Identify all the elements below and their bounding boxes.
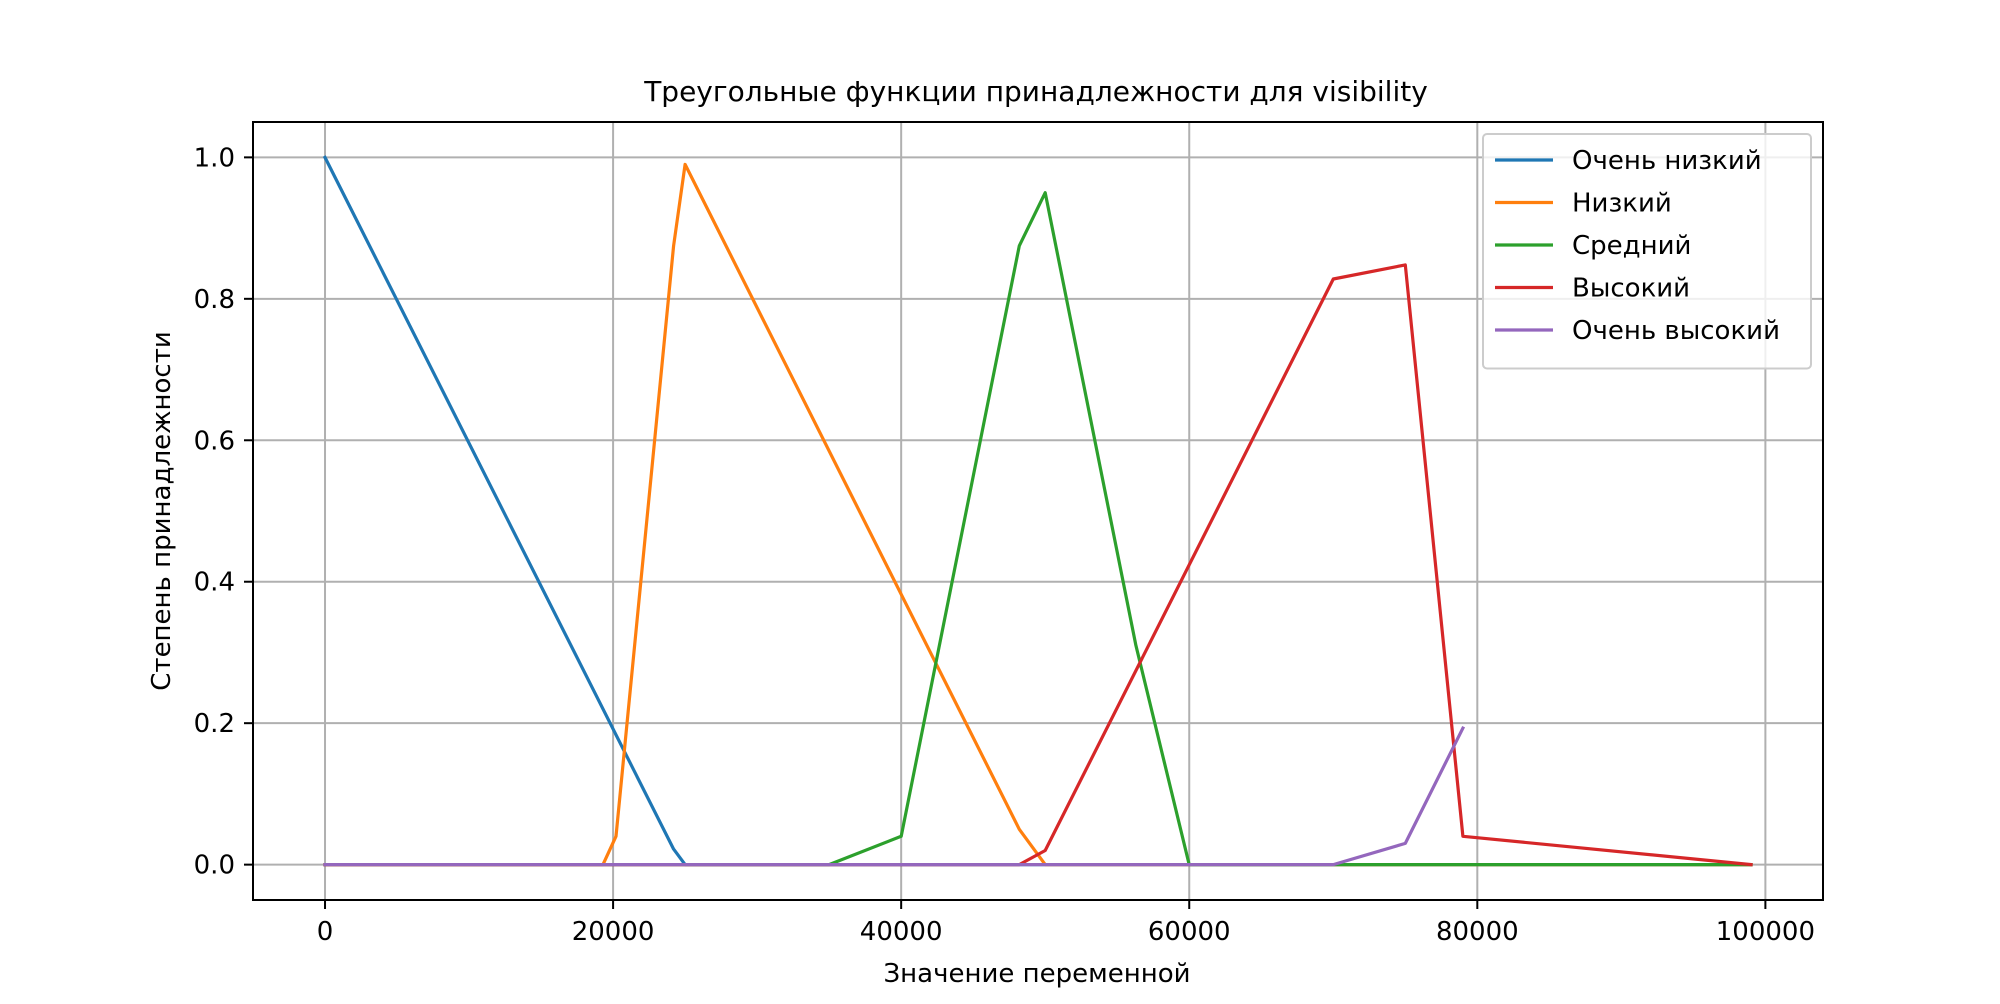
x-axis-ticks: 0 20000 40000 60000 80000 100000: [317, 900, 1815, 947]
x-tick-label: 20000: [572, 917, 655, 947]
legend-box: [1482, 133, 1812, 370]
series-lines: [322, 155, 1753, 867]
series-line-2: [323, 191, 1753, 867]
legend: Очень низкий Низкий Средний Высокий Очень вы…: [1482, 133, 1812, 370]
y-tick-label: 0.6: [194, 426, 235, 456]
chart-title: Треугольные функции принадлежности для v…: [643, 75, 1428, 108]
plot-frame: [252, 121, 1824, 901]
legend-label: Очень низкий: [1572, 146, 1762, 176]
y-tick-label: 0.2: [194, 709, 235, 739]
legend-label: Низкий: [1572, 189, 1672, 219]
x-tick-label: 60000: [1148, 917, 1231, 947]
y-tick-label: 0.4: [194, 568, 235, 598]
x-axis-label: Значение переменной: [883, 959, 1190, 989]
y-tick-label: 1.0: [194, 143, 235, 173]
x-tick-label: 80000: [1436, 917, 1519, 947]
y-tick-label: 0.0: [194, 851, 235, 881]
x-tick-label: 100000: [1716, 917, 1815, 947]
x-tick-label: 40000: [860, 917, 943, 947]
x-tick-label: 0: [317, 917, 334, 947]
legend-label: Средний: [1572, 231, 1691, 261]
y-axis-ticks: 0.0 0.2 0.4 0.6 0.8 1.0: [194, 143, 253, 881]
series-line-4: [323, 725, 1466, 867]
y-axis-label: Степень принадлежности: [147, 331, 177, 690]
legend-label: Высокий: [1572, 274, 1690, 304]
legend-label: Очень высокий: [1572, 316, 1780, 346]
y-tick-label: 0.8: [194, 285, 235, 315]
series-line-1: [323, 162, 1753, 867]
